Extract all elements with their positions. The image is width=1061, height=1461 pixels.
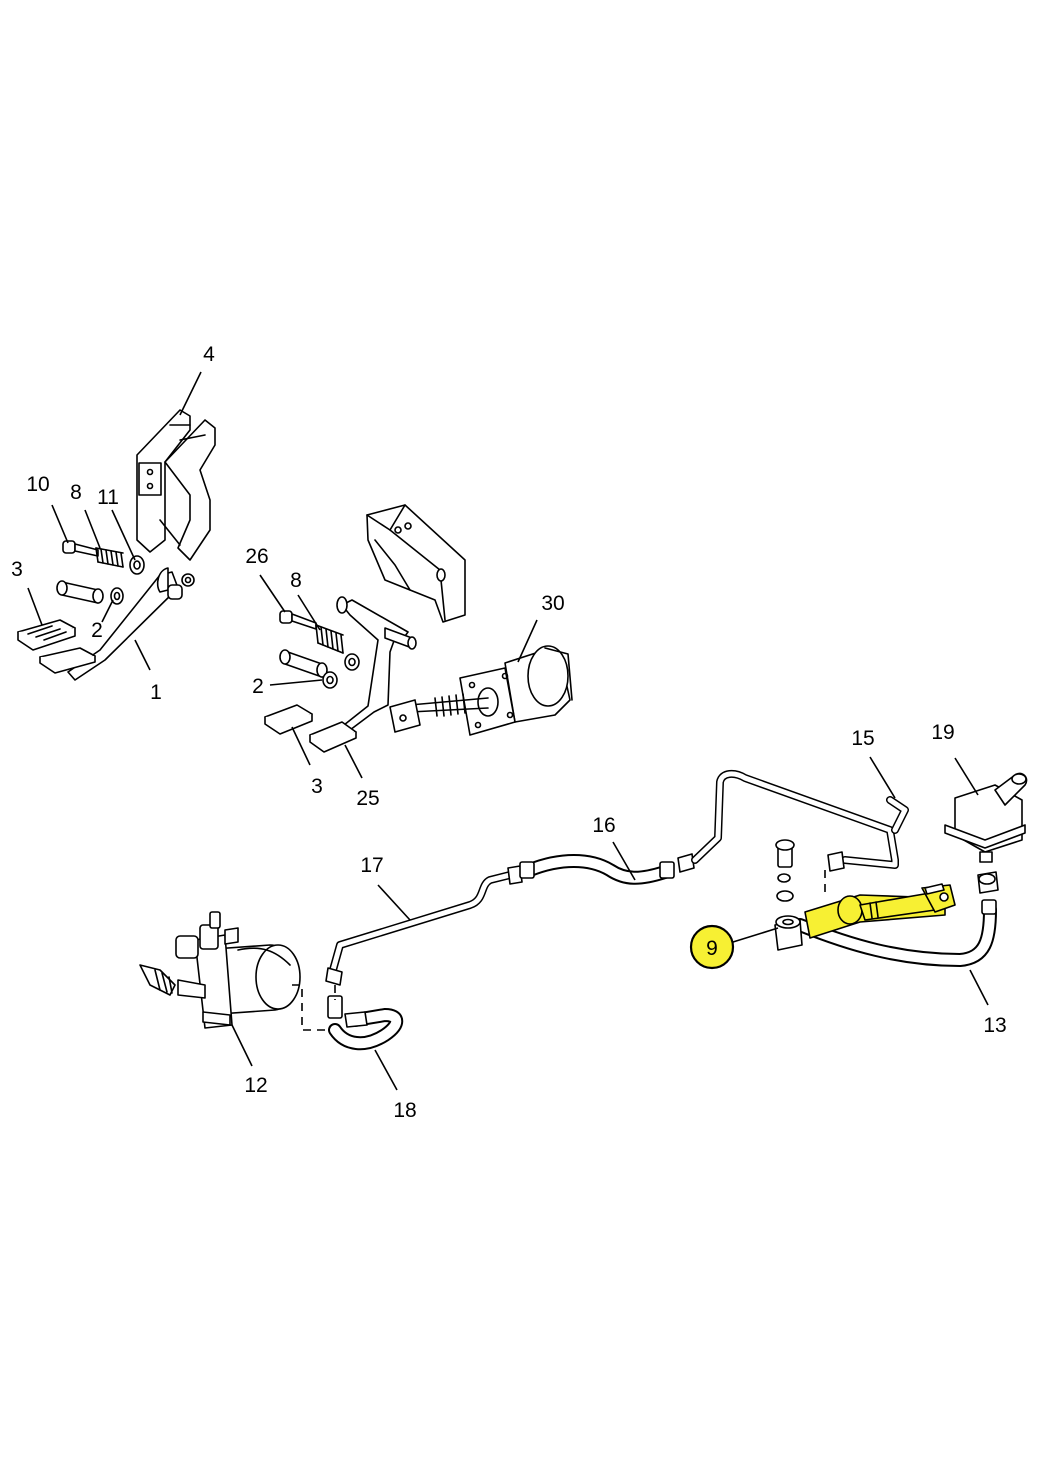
- callout-15: 15: [851, 727, 874, 750]
- pivot-bolt-10: [62, 540, 99, 557]
- leader-lines: [27, 371, 989, 1091]
- callout-30: 30: [541, 592, 564, 615]
- connection-lines: [292, 870, 826, 1031]
- bushing-sleeve: [56, 580, 104, 604]
- callout-11: 11: [97, 486, 119, 509]
- callout-2-middle: 2: [252, 675, 264, 698]
- washer-2a: [110, 587, 124, 605]
- callout-2-left: 2: [91, 619, 103, 642]
- washer-2b: [322, 671, 338, 689]
- pedal-foot-pad: [39, 647, 96, 674]
- callout-9[interactable]: 9: [706, 937, 718, 960]
- callout-19: 19: [931, 721, 954, 744]
- callout-9-badge[interactable]: 9: [689, 924, 735, 970]
- pedal-pad-3: [17, 619, 76, 651]
- callout-4: 4: [203, 343, 215, 366]
- hose-13: [793, 871, 999, 968]
- pipe-15: [691, 769, 909, 872]
- callout-1: 1: [150, 681, 162, 704]
- slave-cylinder-12: [139, 911, 301, 1029]
- spring-8a: [95, 547, 124, 568]
- hose-16: [519, 853, 695, 885]
- callout-25: 25: [356, 787, 379, 810]
- reservoir-19: [944, 772, 1028, 863]
- pedal-pad-25: [309, 721, 357, 753]
- callout-3-left: 3: [11, 558, 23, 581]
- pipe-17: [325, 865, 523, 986]
- callout-8-middle: 8: [290, 569, 302, 592]
- callout-17: 17: [360, 854, 383, 877]
- pedal-arm-1: [67, 567, 195, 681]
- callout-16: 16: [592, 814, 615, 837]
- callout-12: 12: [244, 1074, 267, 1097]
- callout-13: 13: [983, 1014, 1006, 1037]
- mounting-bracket: [366, 504, 466, 623]
- callout-10: 10: [26, 473, 49, 496]
- callout-3-middle: 3: [311, 775, 323, 798]
- callout-26: 26: [245, 545, 268, 568]
- hose-18: [327, 995, 404, 1051]
- master-cylinder-9: [804, 883, 956, 939]
- pedal-bracket-4: [136, 409, 216, 561]
- spring-8b: [315, 624, 360, 671]
- callout-labels: 4 10 8 11 3 2 1 26 8 2 30 3 25 15 19 16 …: [11, 343, 1007, 1122]
- pedal-pad-3b: [264, 704, 313, 735]
- washer-11: [129, 555, 145, 575]
- booster-cylinder-30: [389, 645, 573, 736]
- pedal-arm-25: [336, 596, 417, 731]
- callout-18: 18: [393, 1099, 416, 1122]
- callout-8-left: 8: [70, 481, 82, 504]
- bushing-sleeve-2: [279, 649, 328, 678]
- mount-bushing: [774, 839, 803, 951]
